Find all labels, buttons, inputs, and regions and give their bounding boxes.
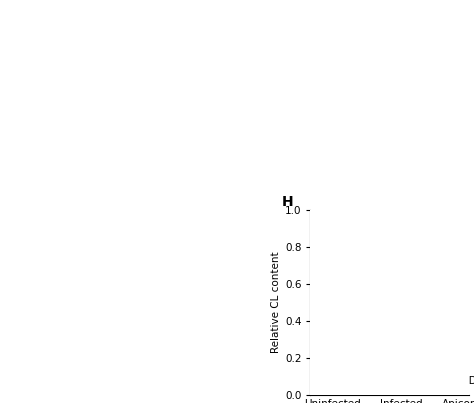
Text: ND: ND <box>461 376 474 386</box>
Y-axis label: Relative CL content: Relative CL content <box>271 251 281 353</box>
Bar <box>384 210 418 395</box>
Text: H: H <box>282 195 293 209</box>
Bar <box>316 385 350 395</box>
